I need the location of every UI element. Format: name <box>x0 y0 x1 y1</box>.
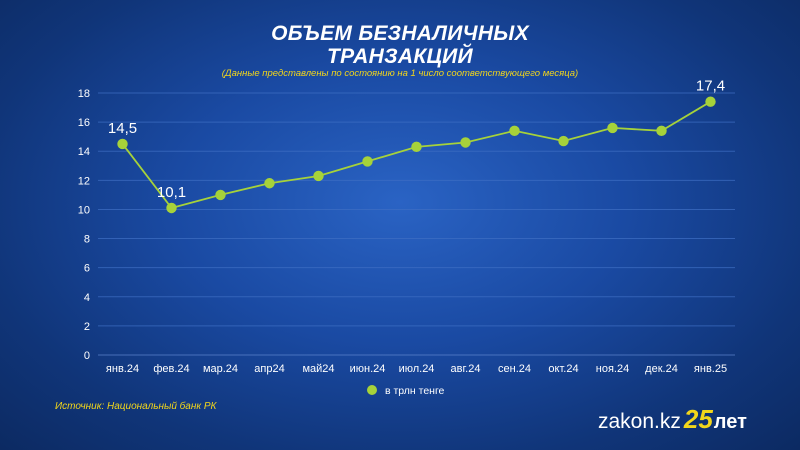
data-point <box>607 122 618 134</box>
x-tick-label: фев.24 <box>153 363 189 375</box>
data-point <box>460 137 471 148</box>
data-point <box>705 96 716 107</box>
data-label: 10,1 <box>157 184 186 201</box>
x-tick-label: июн.24 <box>350 363 386 375</box>
y-tick-label: 0 <box>84 350 90 362</box>
chart-title-line-2: ТРАНЗАКЦИЙ <box>327 45 473 68</box>
y-tick-label: 18 <box>78 88 90 100</box>
source-note: Источник: Национальный банк РК <box>55 401 217 412</box>
logo-text: zakon.kz <box>598 410 681 433</box>
data-point <box>509 125 520 137</box>
data-point <box>656 125 667 137</box>
data-point <box>558 135 569 147</box>
x-tick-label: июл.24 <box>399 363 435 375</box>
legend-marker <box>367 385 377 395</box>
x-tick-label: янв.24 <box>106 363 139 375</box>
chart-subtitle: (Данные представлены по состоянию на 1 ч… <box>221 68 579 79</box>
y-tick-label: 14 <box>78 146 90 158</box>
y-tick-label: 16 <box>78 117 90 129</box>
data-label: 14,5 <box>108 120 137 137</box>
x-tick-label: сен.24 <box>498 363 531 375</box>
chart-title-line-1: ОБЪЕМ БЕЗНАЛИЧНЫХ <box>271 22 529 45</box>
data-point <box>411 141 422 153</box>
data-point <box>166 202 177 214</box>
x-tick-label: апр24 <box>254 363 284 375</box>
legend-label: в трлн тенге <box>385 385 445 397</box>
logo-suffix: лет <box>713 411 747 433</box>
data-label: 17,4 <box>696 78 725 95</box>
data-point <box>264 178 275 189</box>
series-line <box>121 100 711 210</box>
y-tick-label: 2 <box>84 321 90 333</box>
x-tick-label: дек.24 <box>645 363 678 375</box>
chart-title: ОБЪЕМ БЕЗНАЛИЧНЫХ ТРАНЗАКЦИЙ <box>0 22 800 68</box>
x-tick-label: окт.24 <box>548 363 578 375</box>
x-tick-label: ноя.24 <box>596 363 629 375</box>
zakon-logo: zakon.kz 25 лет <box>598 404 747 435</box>
y-tick-label: 12 <box>78 175 90 187</box>
y-tick-label: 6 <box>84 263 90 275</box>
data-point <box>215 189 226 201</box>
data-point <box>313 170 324 182</box>
x-tick-label: авг.24 <box>451 363 481 375</box>
data-point <box>117 138 128 150</box>
x-tick-label: янв.25 <box>694 363 727 375</box>
data-point <box>362 156 373 167</box>
y-tick-label: 10 <box>78 204 90 216</box>
y-tick-label: 4 <box>84 292 90 304</box>
x-tick-label: мар.24 <box>203 363 238 375</box>
y-tick-label: 8 <box>84 234 90 246</box>
logo-number: 25 <box>683 404 713 434</box>
x-tick-label: май24 <box>302 363 334 375</box>
